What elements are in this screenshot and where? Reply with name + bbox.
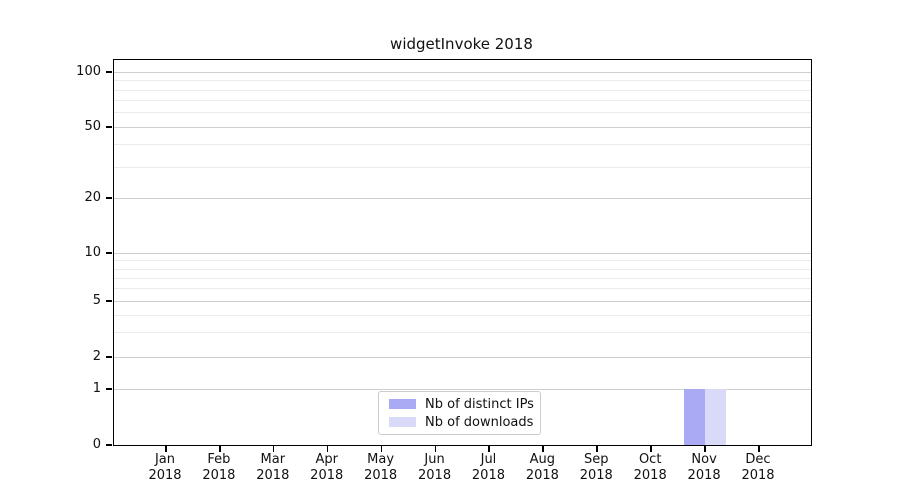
y-tick-label: 0: [92, 437, 101, 452]
x-tick-month: Aug: [529, 452, 556, 467]
minor-gridline: [114, 315, 811, 316]
x-tick-year: 2018: [418, 468, 452, 483]
x-tick-month: Mar: [260, 452, 286, 467]
x-tick-mark: [758, 446, 760, 452]
x-tick-year: 2018: [633, 468, 667, 483]
y-tick-label: 20: [84, 190, 101, 205]
x-tick-year: 2018: [579, 468, 613, 483]
x-tick-month: Apr: [315, 452, 338, 467]
y-tick-mark: [106, 197, 112, 199]
x-tick-mark: [272, 446, 275, 452]
x-tick-month: Jan: [154, 452, 176, 467]
major-gridline: [114, 357, 811, 358]
bar-distinct-ips: [684, 389, 706, 445]
legend-label-downloads: Nb of downloads: [425, 414, 534, 430]
y-tick-mark: [106, 126, 112, 128]
x-tick-mark: [650, 446, 652, 452]
major-gridline: [114, 127, 811, 128]
minor-gridline: [114, 80, 811, 81]
x-tick-month: Nov: [691, 452, 717, 467]
minor-gridline: [114, 90, 811, 91]
legend-item-distinct-ips: Nb of distinct IPs: [379, 397, 540, 412]
x-tick-label: Dec 2018: [730, 452, 786, 484]
y-tick-label: 10: [84, 245, 101, 260]
plot-area: Nb of distinct IPs Nb of downloads: [113, 59, 812, 446]
x-tick-label: Mar 2018: [245, 452, 301, 484]
x-tick-mark: [488, 446, 491, 452]
x-tick-mark: [165, 446, 167, 452]
x-tick-mark: [218, 446, 221, 452]
legend: Nb of distinct IPs Nb of downloads: [378, 391, 541, 435]
x-tick-month: Sep: [584, 452, 609, 467]
legend-label-distinct-ips: Nb of distinct IPs: [425, 396, 534, 412]
x-tick-year: 2018: [525, 468, 559, 483]
y-tick-mark: [106, 300, 112, 302]
minor-gridline: [114, 332, 811, 333]
x-tick-year: 2018: [471, 468, 505, 483]
bar-downloads: [705, 389, 727, 445]
y-tick-label: 5: [92, 293, 101, 308]
x-tick-month: May: [367, 452, 395, 467]
x-tick-month: Jun: [424, 452, 445, 467]
y-tick-mark: [106, 252, 112, 254]
x-tick-label: Nov 2018: [676, 452, 732, 484]
minor-gridline: [114, 269, 811, 270]
x-tick-year: 2018: [364, 468, 398, 483]
x-tick-month: Dec: [745, 452, 771, 467]
major-gridline: [114, 72, 811, 73]
major-gridline: [114, 389, 811, 390]
y-tick-label: 50: [84, 119, 101, 134]
x-tick-mark: [542, 446, 544, 452]
x-tick-label: Jun 2018: [407, 452, 463, 484]
x-tick-label: Jan 2018: [137, 452, 193, 484]
x-tick-year: 2018: [741, 468, 775, 483]
x-tick-month: Oct: [638, 452, 662, 467]
chart-title: widgetInvoke 2018: [390, 35, 533, 53]
x-tick-month: Feb: [207, 452, 231, 467]
x-tick-label: Apr 2018: [299, 452, 355, 484]
y-tick-mark: [106, 356, 112, 358]
x-tick-year: 2018: [148, 468, 182, 483]
y-tick-label: 100: [76, 64, 101, 79]
x-tick-label: Oct 2018: [622, 452, 678, 484]
y-tick-mark: [106, 71, 112, 73]
y-tick-label: 1: [92, 381, 101, 396]
x-tick-mark: [434, 446, 437, 452]
y-tick-mark: [106, 388, 112, 390]
x-tick-year: 2018: [310, 468, 344, 483]
x-tick-mark: [704, 446, 706, 452]
major-gridline: [114, 198, 811, 199]
x-tick-year: 2018: [687, 468, 721, 483]
minor-gridline: [114, 167, 811, 168]
major-gridline: [114, 301, 811, 302]
x-tick-mark: [326, 446, 329, 452]
x-tick-label: Jul 2018: [460, 452, 516, 484]
x-tick-label: Feb 2018: [191, 452, 247, 484]
x-tick-mark: [596, 446, 598, 452]
x-tick-label: Sep 2018: [568, 452, 624, 484]
x-tick-year: 2018: [256, 468, 290, 483]
minor-gridline: [114, 144, 811, 145]
minor-gridline: [114, 260, 811, 261]
x-tick-mark: [380, 446, 383, 452]
minor-gridline: [114, 288, 811, 289]
x-tick-label: Aug 2018: [514, 452, 570, 484]
major-gridline: [114, 253, 811, 254]
legend-item-downloads: Nb of downloads: [379, 415, 540, 430]
y-tick-mark: [106, 444, 112, 446]
legend-swatch-distinct-ips: [389, 399, 416, 409]
x-tick-year: 2018: [202, 468, 236, 483]
minor-gridline: [114, 100, 811, 101]
y-tick-label: 2: [92, 349, 101, 364]
x-tick-label: May 2018: [353, 452, 409, 484]
x-tick-month: Jul: [480, 452, 497, 467]
minor-gridline: [114, 112, 811, 113]
minor-gridline: [114, 278, 811, 279]
legend-swatch-downloads: [389, 417, 416, 427]
